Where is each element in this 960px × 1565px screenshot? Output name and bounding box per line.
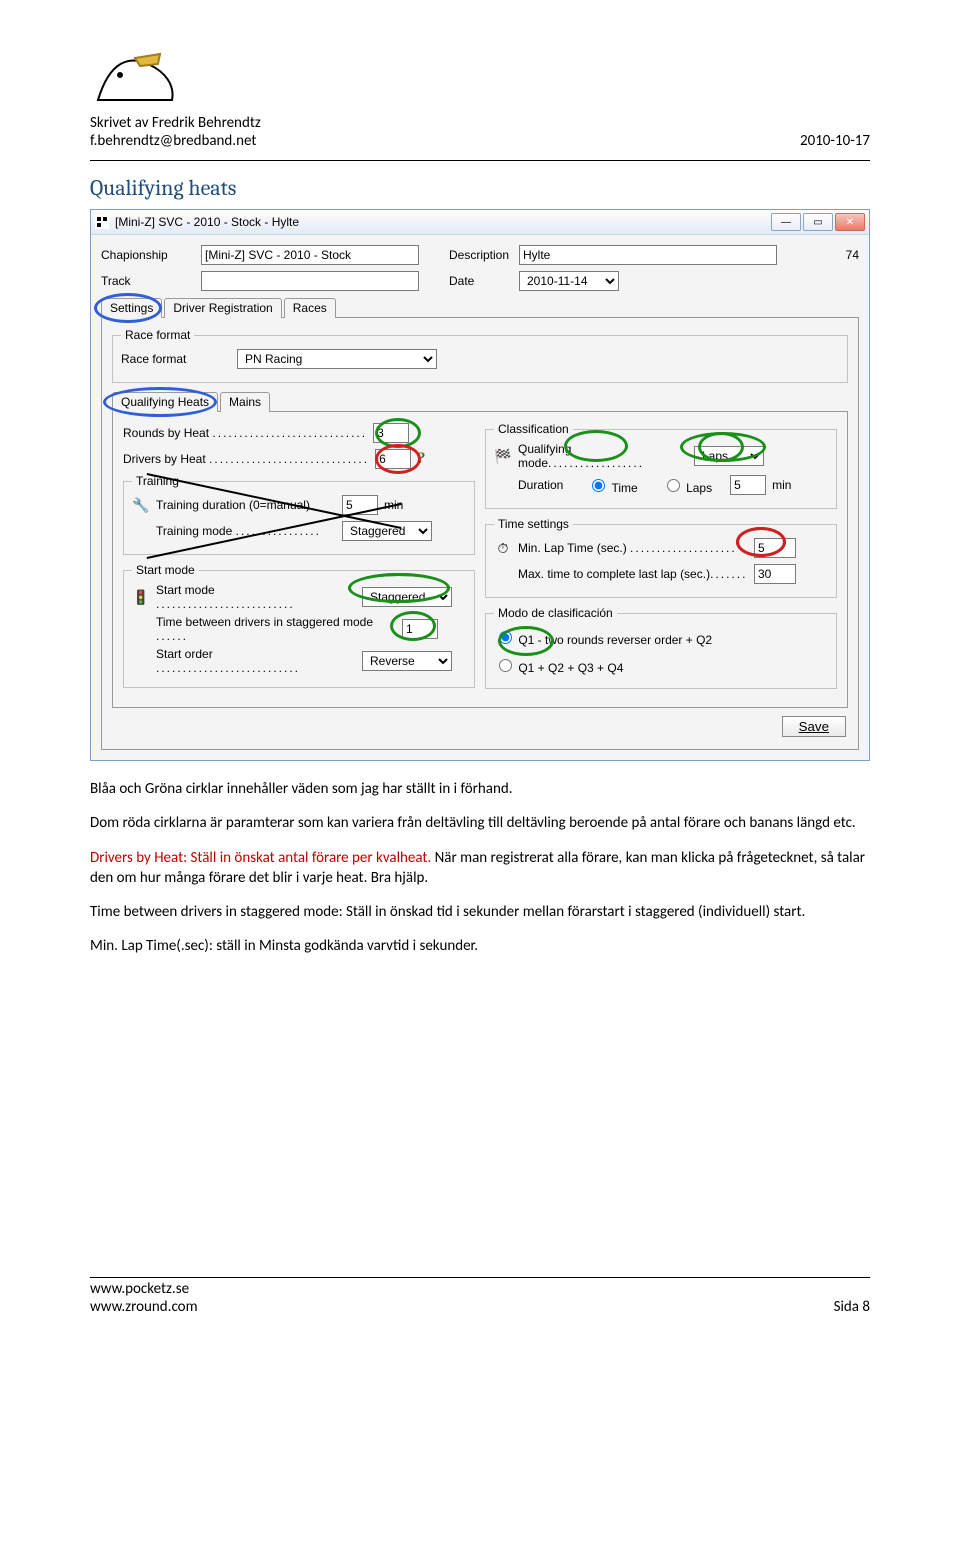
stopwatch-icon: ⏱ bbox=[494, 540, 512, 557]
minimize-button[interactable]: — bbox=[771, 213, 801, 231]
track-input[interactable] bbox=[201, 271, 419, 291]
min-lap-label: Min. Lap Time (sec.) ...................… bbox=[518, 541, 748, 555]
author-line: Skrivet av Fredrik Behrendtz bbox=[90, 114, 261, 132]
start-mode-label: Start mode .......................... bbox=[156, 583, 356, 611]
tab-settings[interactable]: Settings bbox=[101, 298, 162, 318]
tab-driver-registration[interactable]: Driver Registration bbox=[164, 298, 281, 318]
para-3: Drivers by Heat: Ställ in önskat antal f… bbox=[90, 848, 870, 889]
para-1: Blåa och Gröna cirklar innehåller väden … bbox=[90, 779, 870, 799]
time-between-input[interactable] bbox=[402, 619, 438, 639]
track-label: Track bbox=[101, 274, 191, 288]
training-duration-label: Training duration (0=manual) bbox=[156, 498, 336, 512]
classification-fieldset: Classification 🏁 Qualifying mode........… bbox=[485, 422, 837, 509]
max-lap-input[interactable] bbox=[754, 564, 796, 584]
start-mode-fieldset: Start mode 🚦 Start mode ................… bbox=[123, 563, 475, 688]
min-lap-input[interactable] bbox=[754, 538, 796, 558]
duration-input[interactable] bbox=[730, 475, 766, 495]
maximize-button[interactable]: ▭ bbox=[803, 213, 833, 231]
footer-url-1: www.pocketz.se bbox=[90, 1280, 870, 1298]
description-label: Description bbox=[449, 248, 509, 262]
time-settings-legend: Time settings bbox=[494, 517, 573, 531]
classification-legend: Classification bbox=[494, 422, 573, 436]
modo-opt1[interactable]: Q1 - two rounds reverser order + Q2 bbox=[494, 628, 712, 647]
modo-fieldset: Modo de clasificación Q1 - two rounds re… bbox=[485, 606, 837, 689]
start-order-select[interactable]: Reverse bbox=[362, 651, 452, 671]
header-rule bbox=[90, 160, 870, 161]
start-mode-legend: Start mode bbox=[132, 563, 199, 577]
record-number: 74 bbox=[846, 248, 859, 262]
screenshot-window: [Mini-Z] SVC - 2010 - Stock - Hylte — ▭ … bbox=[90, 209, 870, 761]
training-duration-unit: min bbox=[384, 498, 403, 512]
app-icon bbox=[95, 215, 109, 229]
qualifying-mode-label: Qualifying mode.................. bbox=[518, 442, 688, 470]
chapionship-label: Chapionship bbox=[101, 248, 191, 262]
chapionship-input[interactable] bbox=[201, 245, 419, 265]
duration-label: Duration bbox=[518, 478, 563, 492]
rounds-by-heat-input[interactable] bbox=[373, 423, 409, 443]
tab-mains[interactable]: Mains bbox=[220, 392, 270, 412]
radio-time[interactable]: Time bbox=[587, 476, 637, 495]
training-mode-select[interactable]: Staggered bbox=[342, 521, 432, 541]
sub-tabs: Qualifying Heats Mains bbox=[112, 391, 848, 412]
time-settings-fieldset: Time settings ⏱ Min. Lap Time (sec.) ...… bbox=[485, 517, 837, 598]
training-mode-label: Training mode ................ bbox=[156, 524, 336, 538]
modo-opt2[interactable]: Q1 + Q2 + Q3 + Q4 bbox=[494, 656, 623, 675]
time-between-label: Time between drivers in staggered mode .… bbox=[156, 615, 396, 643]
description-input[interactable] bbox=[519, 245, 777, 265]
para-4: Time between drivers in staggered mode: … bbox=[90, 902, 870, 922]
tab-races[interactable]: Races bbox=[284, 298, 336, 318]
drivers-by-heat-label: Drivers by Heat ........................… bbox=[123, 452, 369, 466]
training-fieldset: Training 🔧 Training duration (0=manual) … bbox=[123, 474, 475, 555]
radio-laps[interactable]: Laps bbox=[662, 476, 712, 495]
save-button[interactable]: Save bbox=[782, 716, 846, 737]
race-format-select[interactable]: PN Racing bbox=[237, 349, 437, 369]
max-lap-label: Max. time to complete last lap (sec.)...… bbox=[518, 567, 748, 581]
date-select[interactable]: 2010-11-14 bbox=[519, 271, 619, 291]
rounds-by-heat-label: Rounds by Heat .........................… bbox=[123, 426, 367, 440]
race-format-legend: Race format bbox=[121, 328, 194, 342]
para-2: Dom röda cirklarna är paramterar som kan… bbox=[90, 813, 870, 833]
training-legend: Training bbox=[132, 474, 183, 488]
document-date: 2010-10-17 bbox=[800, 132, 870, 150]
tab-qualifying-heats[interactable]: Qualifying Heats bbox=[112, 392, 218, 412]
drivers-by-heat-input[interactable] bbox=[375, 449, 411, 469]
window-titlebar: [Mini-Z] SVC - 2010 - Stock - Hylte — ▭ … bbox=[91, 210, 869, 235]
date-label: Date bbox=[449, 274, 509, 288]
qualifying-mode-select[interactable]: Laps bbox=[694, 446, 764, 466]
start-mode-select[interactable]: Staggered bbox=[362, 587, 452, 607]
footer-page: Sida 8 bbox=[834, 1298, 870, 1316]
modo-legend: Modo de clasificación bbox=[494, 606, 617, 620]
section-title: Qualifying heats bbox=[90, 175, 870, 201]
document-logo bbox=[90, 50, 180, 110]
training-duration-input[interactable] bbox=[342, 495, 378, 515]
author-email: f.behrendtz@bredband.net bbox=[90, 132, 261, 150]
top-tabs: Settings Driver Registration Races bbox=[101, 297, 859, 318]
window-title: [Mini-Z] SVC - 2010 - Stock - Hylte bbox=[115, 215, 771, 229]
help-icon[interactable]: ? bbox=[417, 450, 425, 468]
race-format-label: Race format bbox=[121, 352, 231, 366]
trophy-icon: 🏁 bbox=[494, 448, 512, 465]
para-5: Min. Lap Time(.sec): ställ in Minsta god… bbox=[90, 936, 870, 956]
duration-unit: min bbox=[772, 478, 791, 492]
footer-rule bbox=[90, 1277, 870, 1278]
footer-url-2: www.zround.com bbox=[90, 1298, 198, 1316]
traffic-light-icon: 🚦 bbox=[132, 589, 150, 606]
close-button[interactable]: ✕ bbox=[835, 213, 865, 231]
wrench-icon: 🔧 bbox=[132, 497, 150, 514]
start-order-label: Start order ........................... bbox=[156, 647, 356, 675]
race-format-fieldset: Race format Race format PN Racing bbox=[112, 328, 848, 383]
